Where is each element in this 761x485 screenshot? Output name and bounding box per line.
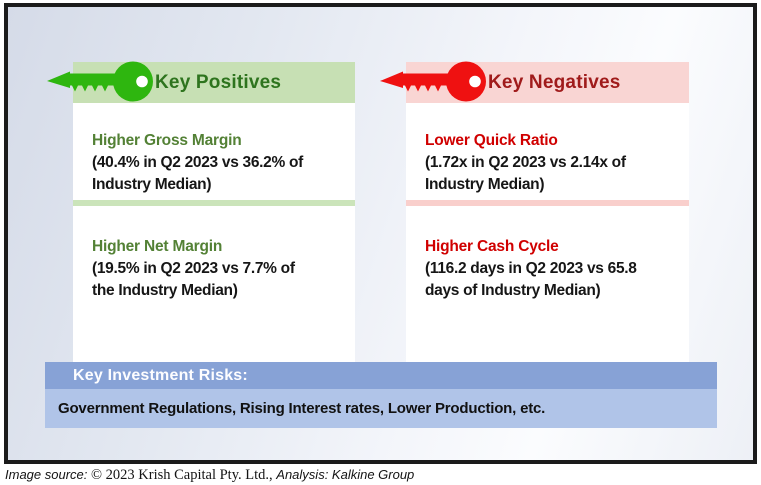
negative-item-desc-line: (116.2 days in Q2 2023 vs 65.8 [425,260,637,277]
positive-item-desc-line: Industry Median) [92,176,212,193]
positives-header-label: Key Positives [155,72,282,93]
negative-item: Higher Cash Cycle (116.2 days in Q2 2023… [406,206,689,302]
risks-header: Key Investment Risks: [45,362,717,389]
negative-item-desc-line: (1.72x in Q2 2023 vs 2.14x of [425,154,626,171]
risks-header-label: Key Investment Risks: [73,367,248,384]
negative-item-title: Lower Quick Ratio [425,132,558,149]
negative-item-title: Higher Cash Cycle [425,238,559,255]
positives-divider [73,200,355,206]
risks-body: Government Regulations, Rising Interest … [45,389,717,428]
negative-item: Lower Quick Ratio (1.72x in Q2 2023 vs 2… [406,103,689,200]
negative-item-desc-line: days of Industry Median) [425,282,601,299]
footer-attribution: Image source: © 2023 Krish Capital Pty. … [5,466,414,484]
footer-copyright: © 2023 Krish Capital Pty. Ltd., [91,467,277,483]
key-icon [380,61,486,102]
positive-item-desc-line: the Industry Median) [92,282,238,299]
positive-item-desc-line: (40.4% in Q2 2023 vs 36.2% of [92,154,304,171]
positive-item: Higher Gross Margin (40.4% in Q2 2023 vs… [73,103,355,200]
negative-item-desc-line: Industry Median) [425,176,545,193]
negatives-header-label: Key Negatives [488,72,621,93]
negatives-card: Lower Quick Ratio (1.72x in Q2 2023 vs 2… [406,103,689,362]
positive-item: Higher Net Margin (19.5% in Q2 2023 vs 7… [73,206,355,302]
risks-body-text: Government Regulations, Rising Interest … [58,400,546,417]
positive-item-title: Higher Gross Margin [92,132,242,149]
positives-card: Higher Gross Margin (40.4% in Q2 2023 vs… [73,103,355,362]
footer-analysis: Analysis: Kalkine Group [276,467,415,482]
key-icon [47,61,153,102]
positive-item-title: Higher Net Margin [92,238,223,255]
positive-item-desc-line: (19.5% in Q2 2023 vs 7.7% of [92,260,295,277]
negatives-divider [406,200,689,206]
footer-image-source-label: Image source: [5,467,91,482]
